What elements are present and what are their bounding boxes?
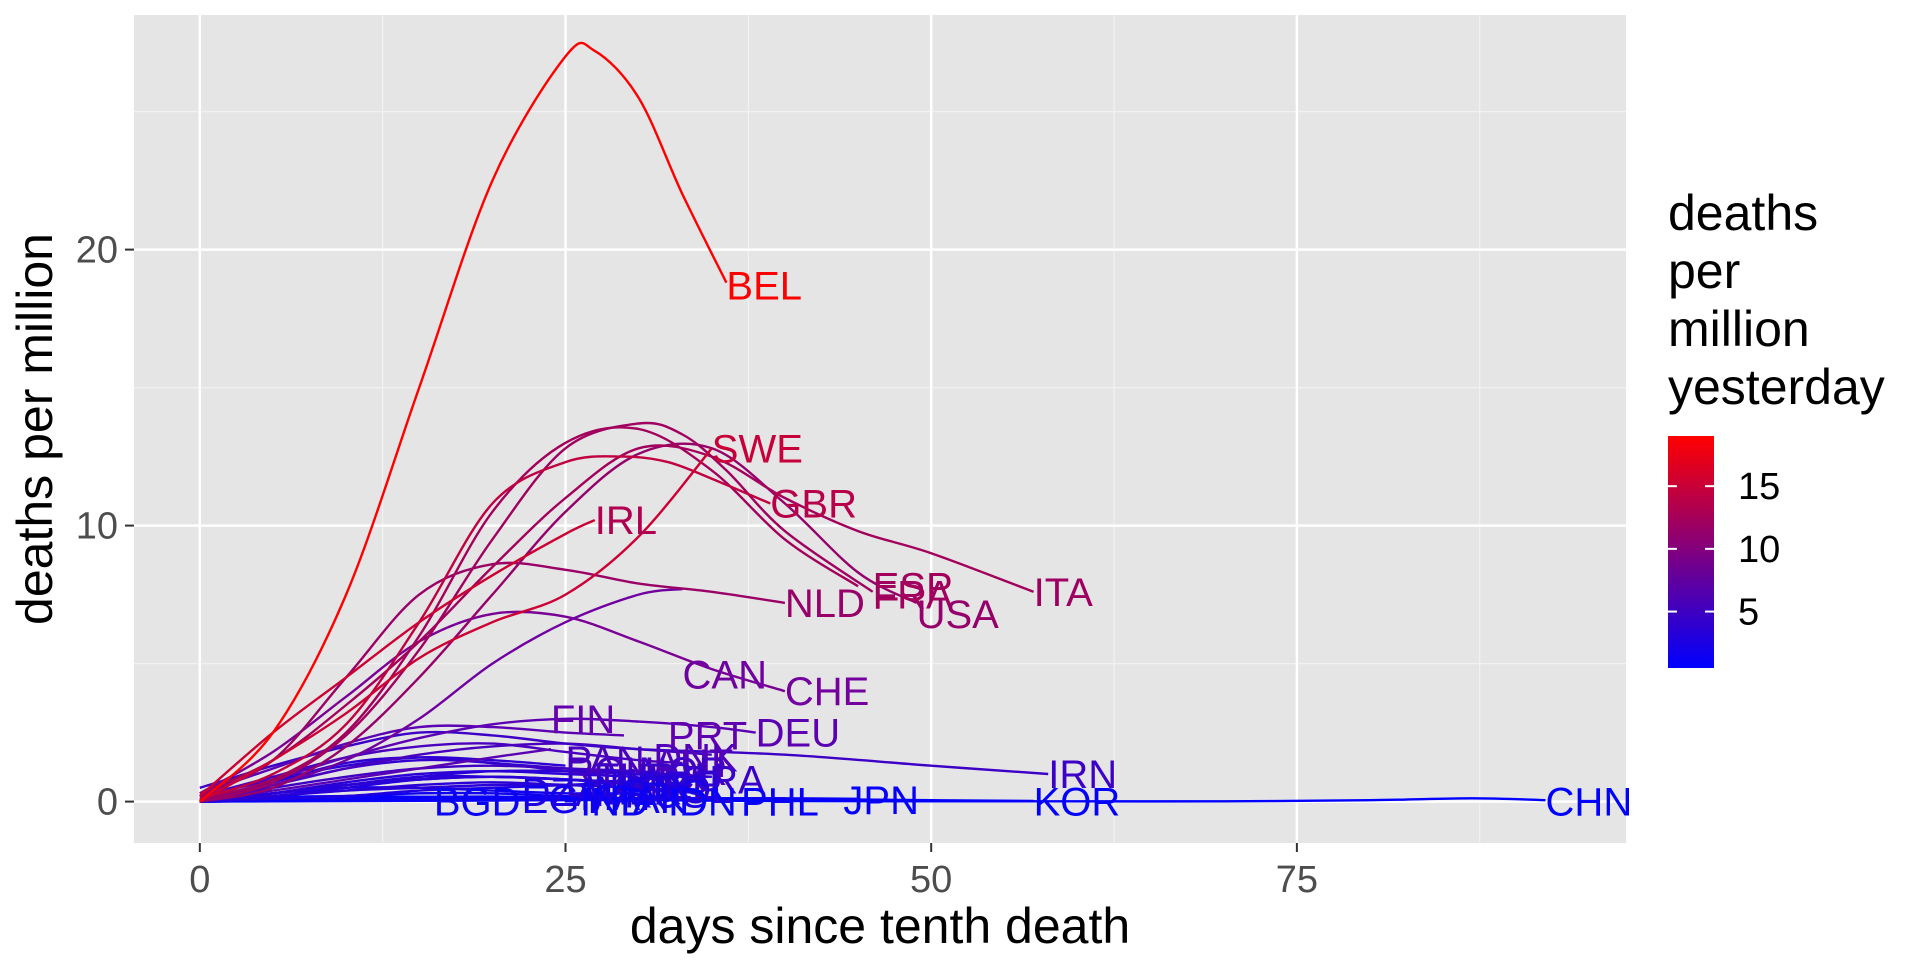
- series-label-aut: AUT: [653, 742, 733, 786]
- series-line-can: [199, 587, 683, 803]
- legend-title-line-4: yesterday: [1668, 359, 1885, 415]
- series-label-mar: MAR: [580, 775, 669, 819]
- series-line-bel: [198, 41, 728, 803]
- series-line-pol: [199, 781, 654, 803]
- y-tick-label: 0: [97, 782, 118, 824]
- series-label-bgd: BGD: [434, 781, 521, 825]
- x-tick-label: 75: [1276, 859, 1318, 901]
- series-label-dom: DOM: [566, 761, 659, 805]
- series-label-irn: IRN: [1048, 753, 1117, 797]
- series-line-che: [199, 610, 786, 795]
- series-line-aut: [199, 742, 683, 798]
- series-label-ita: ITA: [1034, 571, 1094, 615]
- legend-colorbar: [1668, 436, 1714, 668]
- series-label-che: CHE: [785, 670, 869, 714]
- y-tick-label: 20: [76, 230, 118, 272]
- series-label-rus: RUS: [624, 772, 708, 816]
- series-label-usa: USA: [917, 593, 1000, 637]
- series-label-bra: BRA: [683, 759, 766, 803]
- series-label-idn: IDN: [668, 781, 737, 825]
- series-label-phl: PHL: [741, 781, 819, 825]
- series-label-swe: SWE: [712, 427, 803, 471]
- series-label-kor: KOR: [1034, 781, 1121, 825]
- legend-tick-label: 10: [1738, 529, 1780, 571]
- series-label-jpn: JPN: [843, 779, 919, 823]
- y-tick-label: 10: [76, 506, 118, 548]
- series-label-egy: EGY: [522, 778, 606, 822]
- series-lines: [198, 41, 1546, 803]
- series-line-ind: [199, 798, 683, 803]
- series-label-deu: DEU: [756, 712, 840, 756]
- series-label-per: PER: [609, 764, 691, 808]
- series-label-dza: DZA: [522, 771, 602, 815]
- series-label-cze: CZE: [639, 764, 719, 808]
- legend-ticks: 5 10 15: [1668, 466, 1780, 634]
- grid: [134, 15, 1626, 843]
- legend: deaths per million yesterday 5 10 15: [1668, 185, 1885, 668]
- legend-tick-label: 5: [1738, 592, 1759, 634]
- series-label-bel: BEL: [726, 264, 802, 308]
- series-line-swe: [199, 447, 713, 803]
- legend-title-line-2: per: [1668, 243, 1740, 299]
- series-label-dnk: DNK: [653, 736, 738, 780]
- series-line-deu: [199, 717, 756, 798]
- series-line-ita: [199, 444, 1035, 795]
- series-label-can: CAN: [683, 654, 767, 698]
- series-label-nor: NOR: [639, 750, 728, 794]
- legend-title-line-3: million: [1668, 301, 1810, 357]
- series-label-fra: FRA: [873, 574, 953, 618]
- series-label-chn: CHN: [1546, 781, 1633, 825]
- series-line-nor: [199, 764, 669, 800]
- axes: 0 25 50 75 0 10 20: [76, 230, 1318, 901]
- x-axis-title: days since tenth death: [630, 898, 1130, 954]
- y-axis-title: deaths per million: [7, 233, 63, 625]
- series-label-nld: NLD: [785, 582, 865, 626]
- series-label-ecu: ECU: [639, 756, 723, 800]
- series-label-esp: ESP: [873, 565, 953, 609]
- legend-tick-label: 15: [1738, 466, 1780, 508]
- series-label-rou: ROU: [566, 750, 655, 794]
- series-line-usa: [199, 442, 918, 803]
- series-line-gbr: [199, 455, 771, 800]
- series-label-isr: ISR: [624, 767, 691, 811]
- series-label-fin: FIN: [551, 698, 615, 742]
- series-line-cze: [199, 775, 639, 803]
- x-tick-label: 50: [910, 859, 952, 901]
- series-label-pan: PAN: [566, 739, 645, 783]
- series-label-pol: POL: [653, 768, 733, 812]
- x-tick-label: 0: [189, 859, 210, 901]
- x-tick-label: 25: [544, 859, 586, 901]
- series-label-tur: TUR: [595, 756, 677, 800]
- series-line-prt: [199, 724, 625, 795]
- series-label-mex: MEX: [595, 770, 682, 814]
- series-label-gbr: GBR: [770, 483, 857, 527]
- series-label-prt: PRT: [668, 714, 747, 758]
- series-label-ind: IND: [580, 781, 649, 825]
- series-label-irl: IRL: [595, 499, 657, 543]
- legend-title-line-1: deaths: [1668, 185, 1818, 241]
- series-label-pak: PAK: [609, 778, 686, 822]
- series-line-nld: [199, 561, 786, 798]
